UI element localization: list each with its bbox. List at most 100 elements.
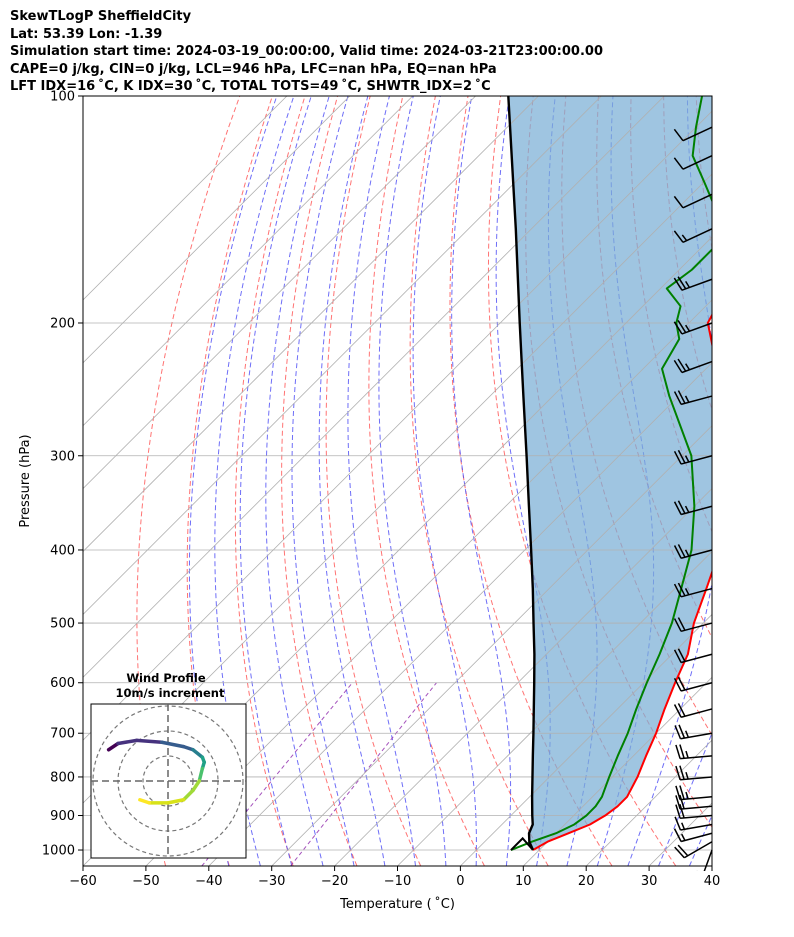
wind-barb-staff	[703, 849, 713, 871]
wind-barb	[673, 276, 713, 291]
moist-adiabat-line	[627, 96, 712, 866]
moist-adiabat-line	[412, 96, 477, 866]
dry-adiabat-line	[761, 96, 794, 866]
x-tick-label: −40	[195, 874, 222, 889]
x-tick-label: −20	[321, 874, 348, 889]
isotherm-line	[460, 613, 712, 866]
wind-barb-feather	[675, 765, 681, 780]
wind-barb-feather	[677, 676, 686, 691]
wind-barb-staff	[681, 360, 713, 374]
wind-barb	[673, 676, 713, 692]
wind-barb-staff	[681, 278, 713, 291]
wind-barb-feather	[678, 724, 686, 739]
moist-adiabat-line	[378, 96, 447, 866]
wind-barb	[675, 785, 713, 801]
wind-barb-staff	[682, 193, 713, 209]
inset-subtitle: 10m/s increment	[116, 686, 225, 700]
wind-barb-feather	[673, 321, 683, 335]
wind-barb-staff	[680, 776, 713, 781]
wind-barb-feather	[673, 157, 684, 170]
x-tick-label: −60	[69, 874, 96, 889]
wind-barb-feather	[679, 794, 685, 809]
wind-barb-staff	[680, 823, 713, 831]
wind-barb-feather	[677, 449, 686, 464]
moist-adiabat-line	[347, 96, 416, 866]
wind-barb-feather	[673, 359, 683, 373]
moist-adiabat-line	[265, 96, 330, 866]
moist-adiabat-line	[318, 96, 386, 866]
wind-barb-half-feather	[684, 588, 690, 596]
moist-adiabat-line	[239, 96, 312, 866]
x-tick-label: 30	[641, 874, 658, 889]
parcel-surface-connector	[510, 836, 534, 851]
wind-barb-feather	[675, 795, 681, 810]
wind-barb-half-feather	[685, 791, 689, 800]
hodograph-segment	[116, 738, 139, 746]
wind-barb-feather	[673, 277, 683, 291]
wind-barb-feather	[673, 649, 682, 663]
mixing-ratio-line	[290, 682, 437, 866]
wind-barb-half-feather	[681, 234, 688, 242]
wind-barb	[674, 816, 713, 831]
y-axis-label: Pressure (hPa)	[18, 434, 33, 527]
wind-barb-feather	[673, 583, 682, 598]
dry-adiabat-line	[186, 96, 273, 866]
hodograph-segment	[191, 748, 205, 759]
hodograph-segment	[166, 798, 186, 805]
x-tick-label: −50	[132, 874, 159, 889]
isotherm-line	[334, 488, 712, 866]
wind-barb-feather	[674, 816, 682, 831]
wind-barb-feather	[688, 874, 702, 876]
wind-barb-staff	[680, 814, 713, 820]
dewpoint-line	[510, 96, 712, 851]
wind-barb-feather	[677, 320, 687, 333]
wind-barb-half-feather	[684, 395, 690, 403]
wind-barb-staff	[682, 126, 713, 142]
wind-barb	[673, 648, 713, 664]
wind-barb-staff	[680, 622, 713, 633]
wind-barb-feather	[677, 390, 686, 404]
y-tick-label: 200	[50, 316, 75, 331]
wind-barb	[673, 449, 713, 465]
moist-adiabat-line	[720, 96, 794, 866]
wind-barb	[673, 617, 713, 633]
wind-barb-half-feather	[684, 455, 690, 463]
wind-barb-staff	[680, 653, 713, 664]
wind-barb	[673, 320, 713, 335]
wind-barb-half-feather	[685, 281, 691, 288]
simulation-time-line: Simulation start time: 2024-03-19_00:00:…	[10, 44, 603, 59]
y-tick-label: 100	[50, 90, 75, 105]
wind-barb-staff	[680, 755, 713, 760]
wind-barb-staff	[682, 155, 713, 170]
moist-adiabat-line	[451, 96, 512, 866]
wind-barb	[674, 724, 713, 740]
wind-barb-feather	[679, 765, 685, 780]
isotherm-line	[83, 96, 665, 678]
wind-barb-feather	[679, 744, 685, 759]
moist-adiabat-line	[214, 96, 295, 866]
wind-barb-half-feather	[685, 363, 691, 371]
y-tick-label: 700	[50, 727, 75, 742]
x-tick-label: 40	[704, 874, 721, 889]
cin-shaded-area	[508, 96, 712, 851]
isotherm-line	[83, 96, 288, 301]
dry-adiabat-line	[729, 96, 794, 866]
wind-barb-half-feather	[696, 870, 698, 871]
wind-barb-feather	[677, 276, 687, 290]
wind-barb-half-feather	[685, 324, 691, 332]
wind-barb-feather	[675, 804, 681, 819]
wind-barb-feather	[677, 617, 686, 631]
moist-adiabat-line	[658, 731, 712, 866]
wind-barb-staff	[680, 708, 713, 718]
y-tick-label: 300	[50, 449, 75, 464]
y-tick-label: 800	[50, 770, 75, 785]
wind-barb-staff	[680, 796, 713, 801]
wind-barb-feather	[673, 618, 682, 632]
wind-barb	[673, 193, 713, 209]
hodograph-segment	[181, 788, 195, 802]
isotherm-line	[83, 96, 539, 553]
wind-barb-feather	[675, 744, 681, 759]
cape-line: CAPE=0 j/kg, CIN=0 j/kg, LCL=946 hPa, LF…	[10, 61, 497, 77]
wind-barb-staff	[680, 587, 713, 598]
wind-barb-feather	[674, 846, 685, 859]
